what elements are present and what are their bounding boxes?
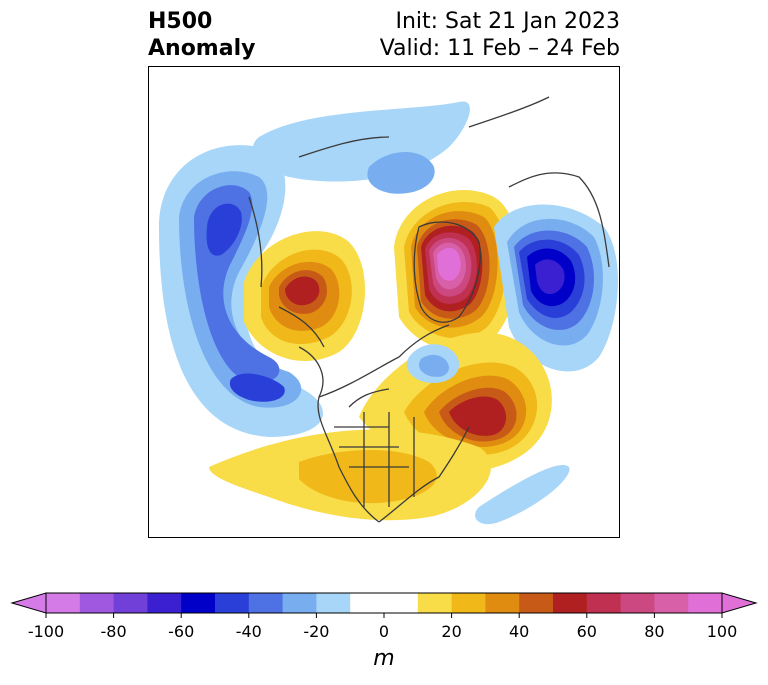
colorbar-tick-label: -80 xyxy=(100,622,127,641)
colorbar-segment xyxy=(113,593,148,613)
colorbar-segment xyxy=(79,593,115,613)
negative-anomaly-pacific xyxy=(159,145,323,438)
init-date: Init: Sat 21 Jan 2023 xyxy=(395,9,620,34)
colorbar-segment xyxy=(451,593,486,613)
colorbar-tick-label: 60 xyxy=(576,622,597,641)
coastlines xyxy=(248,96,610,523)
colorbar-segment xyxy=(485,593,520,613)
colorbar-units: m xyxy=(373,646,395,671)
colorbar-segment xyxy=(417,593,453,613)
positive-anomaly-us xyxy=(209,429,491,521)
colorbar-tick-label: 40 xyxy=(509,622,530,641)
positive-anomaly-canada xyxy=(244,231,366,361)
colorbar-segment xyxy=(316,593,351,613)
negative-anomaly-north xyxy=(253,101,470,194)
colorbar-tick-label: 20 xyxy=(441,622,462,641)
colorbar-segment xyxy=(46,593,81,613)
valid-range: Valid: 11 Feb – 24 Feb xyxy=(379,36,620,61)
colorbar-tick-label: 80 xyxy=(644,622,665,641)
colorbar-segment xyxy=(620,593,655,613)
map-canvas xyxy=(159,96,618,525)
colorbar-tick-label: -20 xyxy=(303,622,330,641)
anomaly-map xyxy=(148,66,620,538)
colorbar-tick-label: -100 xyxy=(27,622,65,641)
chart-dates: Init: Sat 21 Jan 2023 Valid: 11 Feb – 24… xyxy=(380,8,620,62)
colorbar-segment xyxy=(248,593,284,613)
colorbar-tick-label: -60 xyxy=(168,622,195,641)
colorbar-segment xyxy=(586,593,622,613)
negative-anomaly-baffin xyxy=(406,344,460,383)
field-label: Anomaly xyxy=(148,36,256,61)
positive-anomaly-arctic xyxy=(394,190,519,351)
colorbar-segment xyxy=(519,593,554,613)
colorbar-tick-label: 100 xyxy=(706,622,738,641)
variable-label: H500 xyxy=(148,9,213,34)
colorbar-segment xyxy=(654,593,689,613)
colorbar-tick-label: 0 xyxy=(378,622,390,641)
colorbar-segment xyxy=(215,593,250,613)
colorbar-segment xyxy=(282,593,317,613)
colorbar-ticks xyxy=(45,613,723,618)
colorbar xyxy=(10,592,758,618)
colorbar-segment xyxy=(384,593,419,613)
colorbar-extend-low xyxy=(10,592,47,614)
chart-title: H500 Anomaly xyxy=(148,8,255,62)
colorbar-segment xyxy=(147,593,182,613)
colorbar-tick-label: -40 xyxy=(235,622,262,641)
colorbar-extend-high xyxy=(721,592,758,614)
colorbar-segments xyxy=(46,593,723,613)
colorbar-segment xyxy=(181,593,216,613)
colorbar-segment xyxy=(350,593,385,613)
colorbar-segment xyxy=(553,593,588,613)
negative-anomaly-southeast xyxy=(475,465,570,525)
negative-anomaly-siberia xyxy=(494,204,618,372)
colorbar-segment xyxy=(688,593,723,613)
